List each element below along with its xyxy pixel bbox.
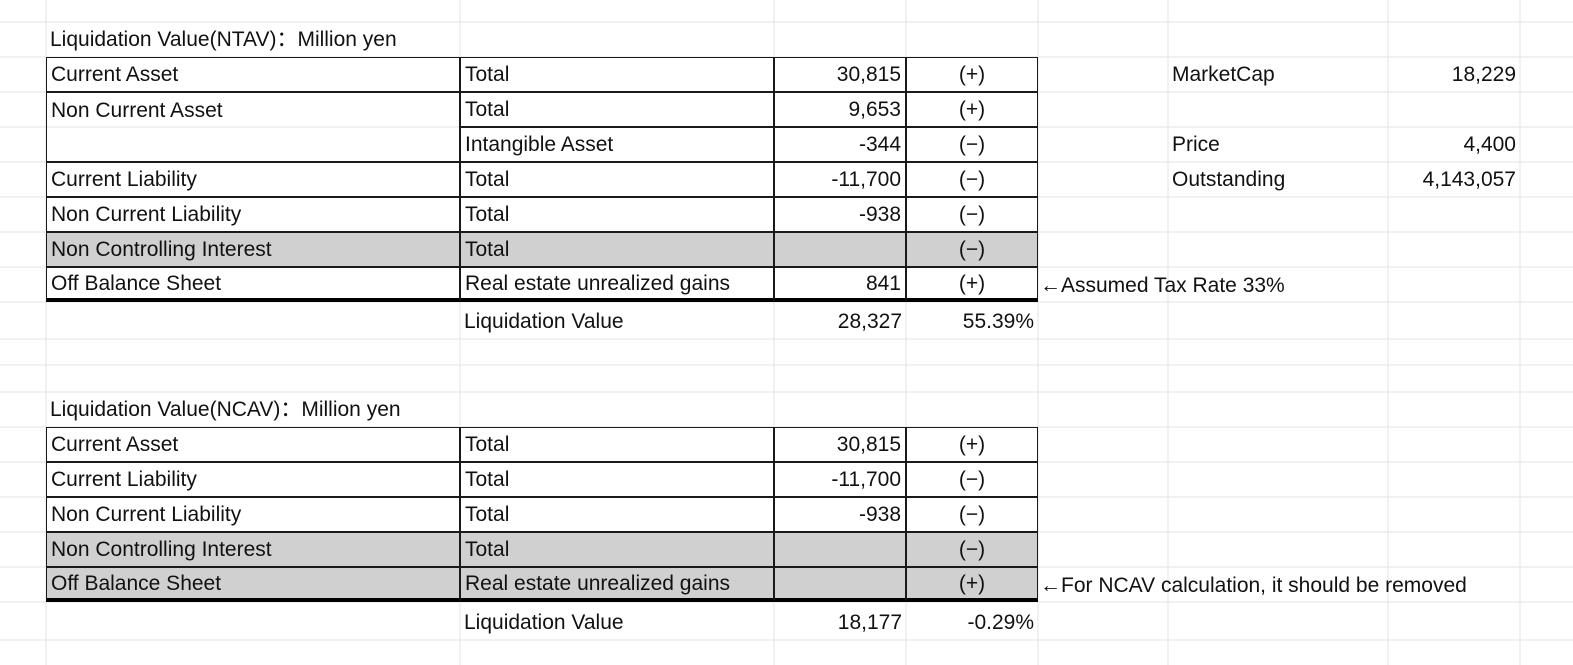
price-value[interactable]: 4,400	[1463, 133, 1516, 156]
outstanding-value[interactable]: 4,143,057	[1422, 168, 1516, 191]
ntav-sign-current-liability[interactable]: (−)	[906, 162, 1038, 197]
ntav-total-percent[interactable]: 55.39%	[962, 310, 1034, 333]
ncav-sign-non-current-liability[interactable]: (−)	[906, 497, 1038, 532]
ntav-detail-non-current-asset[interactable]: Total	[460, 92, 774, 127]
ntav-sign-non-current-liability[interactable]: (−)	[906, 197, 1038, 232]
ntav-title[interactable]: Liquidation Value(NTAV)：Million yen	[50, 28, 397, 51]
ntav-value-off-balance-sheet[interactable]: 841	[774, 267, 906, 302]
ntav-item-non-controlling-interest[interactable]: Non Controlling Interest	[46, 232, 460, 267]
ncav-detail-current-liability[interactable]: Total	[460, 462, 774, 497]
ncav-value-non-controlling-interest[interactable]	[774, 532, 906, 567]
ncav-item-current-asset[interactable]: Current Asset	[46, 427, 460, 462]
ntav-sign-intangible-asset[interactable]: (−)	[906, 127, 1038, 162]
ncav-item-off-balance-sheet[interactable]: Off Balance Sheet	[46, 567, 460, 602]
ncav-item-current-liability[interactable]: Current Liability	[46, 462, 460, 497]
ntav-sign-current-asset[interactable]: (+)	[906, 57, 1038, 92]
ntav-total-value[interactable]: 28,327	[837, 310, 902, 333]
ntav-detail-intangible-asset[interactable]: Intangible Asset	[460, 127, 774, 162]
ntav-item-current-liability[interactable]: Current Liability	[46, 162, 460, 197]
ncav-value-non-current-liability[interactable]: -938	[774, 497, 906, 532]
ntav-value-intangible-asset[interactable]: -344	[774, 127, 906, 162]
ntav-value-current-liability[interactable]: -11,700	[774, 162, 906, 197]
outstanding-label[interactable]: Outstanding	[1172, 168, 1286, 191]
ntav-detail-off-balance-sheet[interactable]: Real estate unrealized gains	[460, 267, 774, 302]
ncav-sign-current-asset[interactable]: (+)	[906, 427, 1038, 462]
ncav-sign-non-controlling-interest[interactable]: (−)	[906, 532, 1038, 567]
ntav-detail-non-current-liability[interactable]: Total	[460, 197, 774, 232]
ncav-sign-current-liability[interactable]: (−)	[906, 462, 1038, 497]
ncav-total-label[interactable]: Liquidation Value	[464, 611, 624, 634]
price-label[interactable]: Price	[1172, 133, 1220, 156]
ntav-value-non-current-asset[interactable]: 9,653	[774, 92, 906, 127]
ncav-value-current-asset[interactable]: 30,815	[774, 427, 906, 462]
ntav-item-current-asset[interactable]: Current Asset	[46, 57, 460, 92]
ncav-title[interactable]: Liquidation Value(NCAV)：Million yen	[50, 398, 401, 421]
ncav-detail-off-balance-sheet[interactable]: Real estate unrealized gains	[460, 567, 774, 602]
ncav-total-value[interactable]: 18,177	[837, 611, 902, 634]
ncav-removal-note[interactable]: ←For NCAV calculation, it should be remo…	[1040, 574, 1467, 597]
ncav-value-current-liability[interactable]: -11,700	[774, 462, 906, 497]
ncav-item-non-current-liability[interactable]: Non Current Liability	[46, 497, 460, 532]
ntav-detail-current-liability[interactable]: Total	[460, 162, 774, 197]
ntav-sign-non-current-asset[interactable]: (+)	[906, 92, 1038, 127]
ntav-detail-current-asset[interactable]: Total	[460, 57, 774, 92]
ntav-total-label[interactable]: Liquidation Value	[464, 310, 624, 333]
ntav-tax-rate-note[interactable]: ←Assumed Tax Rate 33%	[1040, 274, 1285, 297]
ntav-value-current-asset[interactable]: 30,815	[774, 57, 906, 92]
ncav-value-off-balance-sheet[interactable]	[774, 567, 906, 602]
ntav-value-non-controlling-interest[interactable]	[774, 232, 906, 267]
ncav-item-non-controlling-interest[interactable]: Non Controlling Interest	[46, 532, 460, 567]
marketcap-label[interactable]: MarketCap	[1172, 63, 1275, 86]
ntav-sign-non-controlling-interest[interactable]: (−)	[906, 232, 1038, 267]
ncav-detail-non-controlling-interest[interactable]: Total	[460, 532, 774, 567]
ncav-sign-off-balance-sheet[interactable]: (+)	[906, 567, 1038, 602]
ntav-item-off-balance-sheet[interactable]: Off Balance Sheet	[46, 267, 460, 302]
ncav-detail-non-current-liability[interactable]: Total	[460, 497, 774, 532]
ntav-item-non-current-asset[interactable]: Non Current Asset	[46, 92, 460, 162]
ntav-detail-non-controlling-interest[interactable]: Total	[460, 232, 774, 267]
ntav-sign-off-balance-sheet[interactable]: (+)	[906, 267, 1038, 302]
ntav-value-non-current-liability[interactable]: -938	[774, 197, 906, 232]
ncav-detail-current-asset[interactable]: Total	[460, 427, 774, 462]
marketcap-value[interactable]: 18,229	[1451, 63, 1516, 86]
ncav-total-percent[interactable]: -0.29%	[967, 611, 1034, 634]
ntav-item-non-current-liability[interactable]: Non Current Liability	[46, 197, 460, 232]
